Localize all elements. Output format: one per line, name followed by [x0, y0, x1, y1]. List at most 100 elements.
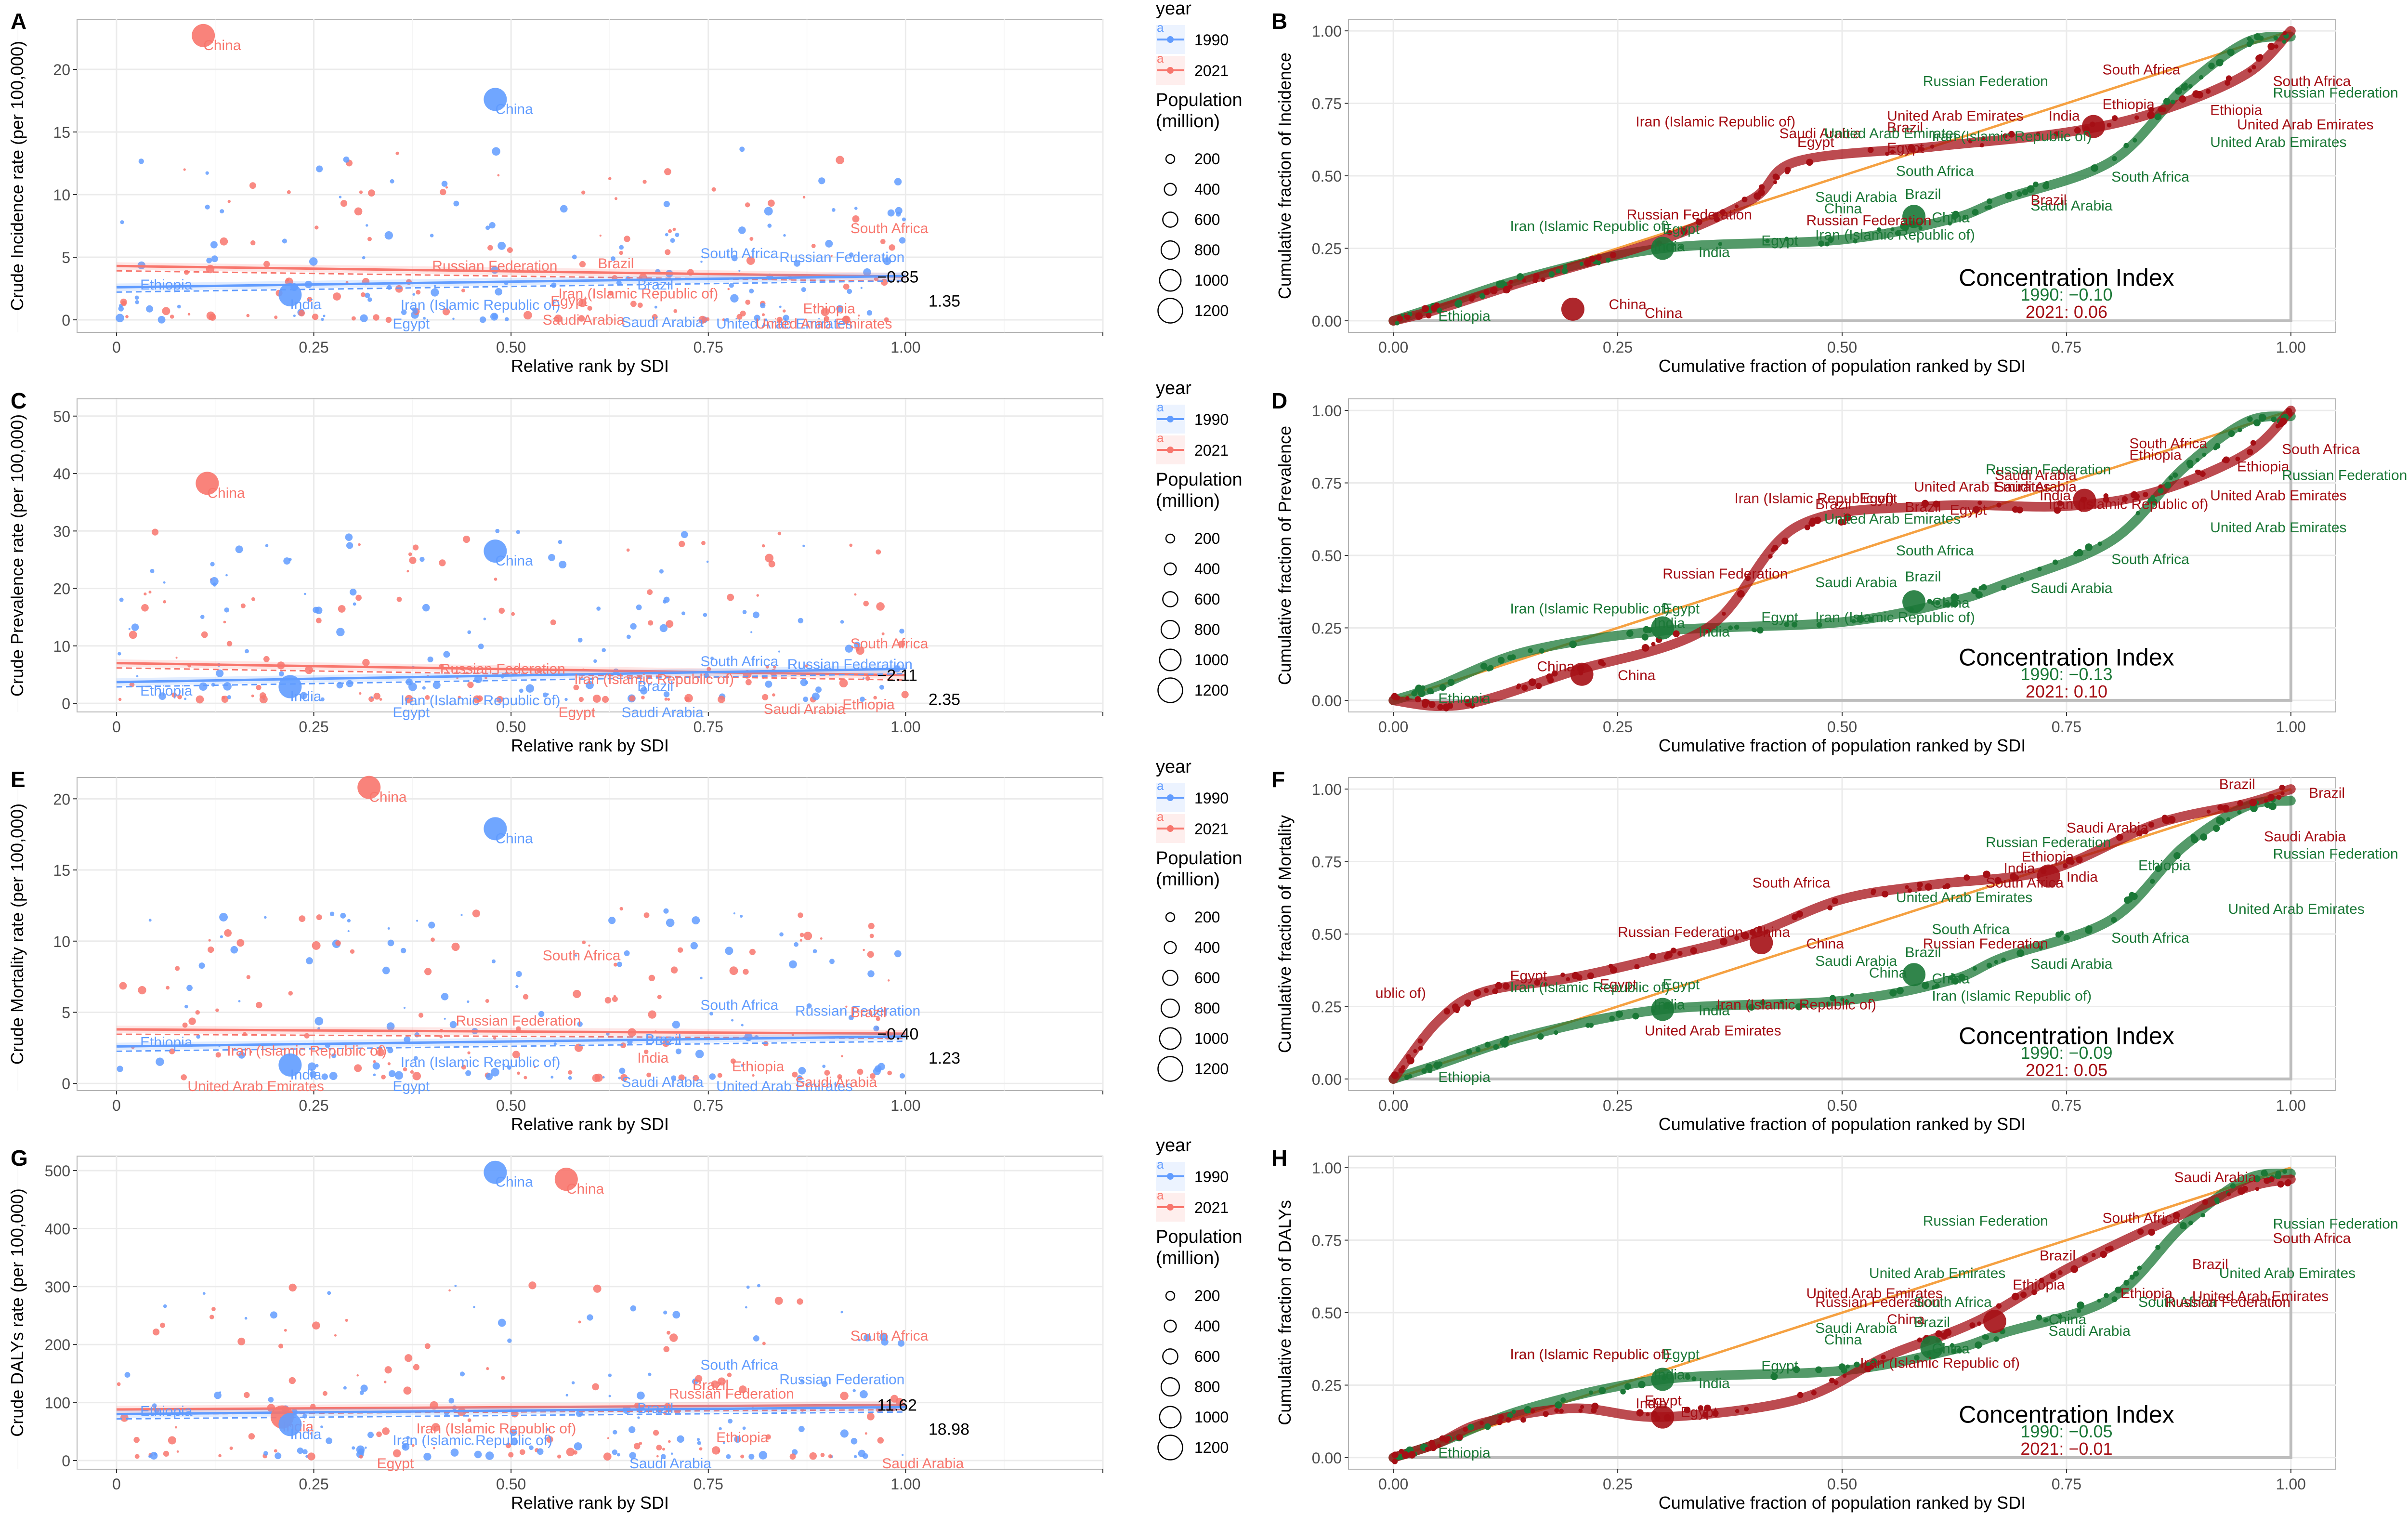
data-point — [2036, 1315, 2042, 1321]
data-point — [783, 315, 789, 321]
legend-pop-circle — [1159, 1406, 1182, 1429]
y-tick-label: 5 — [62, 1004, 70, 1022]
data-point — [353, 602, 356, 606]
panel-letter: D — [1271, 388, 1287, 413]
data-point — [1918, 146, 1923, 151]
data-point — [578, 315, 585, 322]
country-label: Russian Federation — [2273, 85, 2398, 101]
data-point — [679, 540, 685, 547]
country-label: China — [1537, 659, 1575, 675]
data-point — [376, 1431, 382, 1437]
data-point — [244, 1316, 248, 1320]
data-point — [1968, 139, 1973, 144]
country-label: Iran (Islamic Republic of) — [1510, 601, 1670, 617]
data-point — [677, 1435, 684, 1443]
country-label: South Africa — [700, 998, 778, 1014]
data-point — [587, 305, 592, 311]
y-axis-title: Cumulative fraction of Prevalence — [1275, 426, 1295, 685]
country-point-large — [1651, 1368, 1675, 1391]
data-point — [1437, 1061, 1443, 1067]
data-point — [322, 1391, 327, 1396]
data-point — [1751, 628, 1756, 632]
data-point — [529, 1445, 534, 1450]
panel-letter: C — [11, 388, 26, 413]
data-point — [2065, 856, 2073, 865]
data-point — [1563, 264, 1568, 269]
data-point — [757, 1284, 760, 1288]
data-point — [444, 1017, 446, 1020]
data-point — [1793, 1366, 1800, 1373]
data-point — [299, 915, 306, 922]
data-point — [876, 602, 885, 611]
data-point — [803, 932, 812, 940]
data-point — [485, 1451, 494, 1460]
data-point — [2001, 957, 2006, 962]
data-point — [2036, 132, 2041, 136]
data-point — [842, 316, 850, 323]
data-point — [858, 315, 860, 317]
y-tick-label: 0.25 — [1312, 240, 1342, 257]
data-point — [2062, 863, 2068, 869]
country-label: Russian Federation — [432, 258, 557, 274]
slope-2021-label: 11.62 — [877, 1396, 917, 1414]
data-point — [730, 1058, 736, 1064]
country-label: Iran (Islamic Republic of) — [393, 1433, 552, 1448]
country-label: Iran (Islamic Republic of) — [1932, 129, 2092, 145]
data-point — [424, 968, 432, 975]
data-point — [1916, 882, 1923, 888]
data-point — [1636, 1409, 1644, 1417]
data-point — [675, 233, 680, 237]
data-point — [726, 1454, 731, 1459]
data-point — [1620, 1389, 1626, 1395]
data-point — [343, 156, 350, 163]
data-point — [485, 1073, 493, 1080]
legend-pop-circle — [1160, 998, 1180, 1018]
data-point — [639, 1442, 642, 1445]
data-point — [1505, 1417, 1511, 1423]
data-point — [467, 1418, 471, 1422]
data-point — [347, 919, 351, 922]
data-point — [1792, 621, 1798, 628]
panel-letter: E — [11, 767, 26, 792]
data-point — [858, 1449, 866, 1458]
country-label: Russian Federation — [1923, 1213, 2048, 1229]
fit-2021-line — [116, 264, 906, 278]
data-point — [1442, 703, 1450, 711]
data-point — [181, 1074, 187, 1080]
country-label: Ethiopia — [1438, 1445, 1491, 1461]
data-point — [355, 594, 362, 601]
data-point — [2076, 856, 2083, 863]
country-label: South Africa — [2282, 441, 2360, 457]
country-label: Egypt — [1600, 976, 1637, 992]
data-point — [902, 217, 906, 222]
data-point — [2156, 1245, 2160, 1250]
data-point — [731, 255, 738, 262]
data-point — [662, 1040, 670, 1047]
data-point — [379, 698, 382, 701]
data-point — [334, 1334, 337, 1337]
data-point — [432, 1447, 435, 1449]
data-point — [246, 314, 250, 317]
data-point — [219, 913, 228, 921]
country-label: China — [2049, 1312, 2087, 1328]
data-point — [216, 669, 224, 677]
data-point — [573, 989, 581, 998]
legend-pop-circle — [1162, 211, 1178, 228]
data-point — [135, 300, 139, 304]
data-point — [1420, 685, 1426, 690]
data-point — [497, 174, 500, 177]
legend-pop-value: 1200 — [1194, 302, 1229, 319]
country-label: Brazil — [851, 1005, 887, 1021]
legend-pop-value: 1200 — [1194, 1439, 1229, 1456]
data-point — [1439, 1435, 1446, 1442]
legend-pop-value: 400 — [1194, 560, 1220, 578]
data-point — [1600, 661, 1606, 667]
legend-pop-circle — [1162, 970, 1178, 986]
data-point — [321, 1073, 328, 1080]
data-point — [2217, 804, 2224, 811]
data-point — [1405, 696, 1410, 700]
data-point — [722, 1442, 725, 1444]
legend-key-glyph: a — [1157, 400, 1164, 414]
data-point — [746, 1285, 750, 1289]
